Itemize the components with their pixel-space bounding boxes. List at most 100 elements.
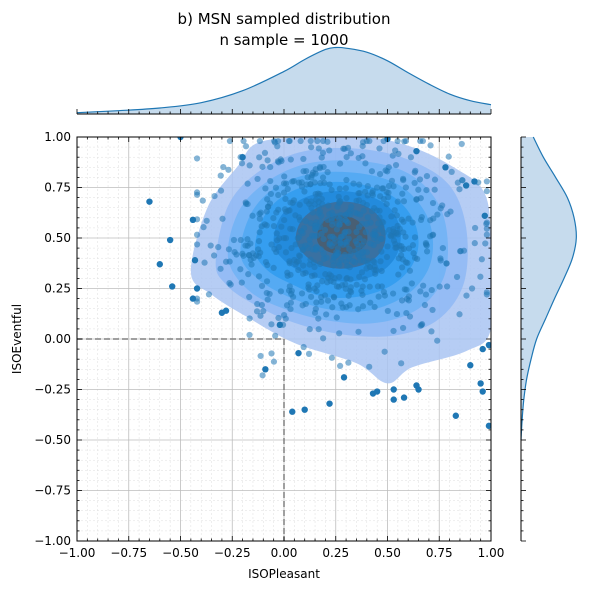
scatter-point (326, 400, 333, 407)
scatter-point (255, 273, 263, 280)
scatter-point (439, 244, 446, 252)
scatter-point (225, 246, 233, 253)
scatter-point (337, 240, 344, 247)
scatter-point (189, 216, 197, 224)
scatter-point (287, 199, 294, 206)
scatter-point (272, 332, 279, 339)
scatter-point (333, 314, 340, 321)
scatter-point (391, 207, 398, 214)
scatter-point (280, 235, 288, 242)
scatter-point (344, 274, 351, 282)
scatter-point (210, 252, 218, 259)
scatter-point (384, 243, 391, 250)
scatter-point (343, 153, 350, 161)
scatter-point (467, 362, 474, 369)
scatter-point (311, 285, 318, 292)
scatter-point (313, 299, 320, 306)
scatter-point (278, 223, 285, 230)
chart-title: b) MSN sampled distribution (178, 10, 391, 28)
scatter-point (422, 291, 430, 298)
scatter-point (268, 241, 275, 248)
scatter-point (362, 229, 369, 236)
scatter-point (363, 265, 370, 272)
scatter-point (376, 226, 383, 233)
scatter-point (350, 180, 357, 187)
scatter-point (471, 178, 478, 185)
scatter-point (485, 341, 491, 349)
scatter-point (363, 201, 370, 209)
x-tick-label: 1.00 (478, 546, 505, 560)
scatter-point (336, 185, 343, 192)
x-tick-label: 0.25 (322, 546, 349, 560)
scatter-point (308, 272, 316, 280)
scatter-point (333, 251, 340, 258)
scatter-point (330, 262, 337, 269)
scatter-point (483, 219, 490, 226)
scatter-point (217, 172, 224, 179)
scatter-point (383, 253, 391, 261)
scatter-point (367, 240, 374, 247)
scatter-point (369, 190, 376, 197)
scatter-point (239, 154, 246, 161)
scatter-point (323, 311, 330, 318)
x-marginal-kde (76, 46, 492, 115)
scatter-point (399, 324, 407, 332)
scatter-point (247, 240, 254, 247)
x-tick-label: 0.75 (426, 546, 453, 560)
x-tick-label: −0.75 (110, 546, 147, 560)
scatter-point (383, 200, 390, 208)
scatter-point (262, 366, 269, 373)
scatter-point (200, 224, 207, 231)
scatter-point (331, 239, 338, 246)
scatter-point (366, 137, 373, 145)
scatter-point (249, 212, 256, 219)
scatter-point (333, 226, 340, 233)
scatter-point (207, 242, 214, 249)
scatter-point (319, 174, 327, 181)
scatter-point (416, 176, 424, 183)
scatter-point (340, 145, 347, 152)
scatter-point (358, 269, 366, 276)
scatter-point (336, 198, 343, 205)
main-plot-area (76, 136, 492, 542)
scatter-point (427, 142, 434, 149)
scatter-point (275, 206, 282, 213)
scatter-point (434, 211, 441, 218)
scatter-point (270, 222, 278, 230)
scatter-point (478, 256, 485, 263)
scatter-point (437, 205, 444, 212)
scatter-point (283, 208, 290, 215)
scatter-point (247, 256, 254, 263)
scatter-point (378, 248, 385, 255)
scatter-point (267, 190, 275, 198)
scatter-point (333, 283, 341, 290)
scatter-point (485, 422, 491, 430)
scatter-point (308, 293, 315, 300)
scatter-point (276, 321, 284, 329)
scatter-point (306, 326, 313, 333)
scatter-point (226, 137, 234, 145)
scatter-point (308, 174, 315, 181)
scatter-point (287, 299, 294, 306)
scatter-point (306, 240, 314, 247)
scatter-point (390, 396, 397, 403)
scatter-point (331, 235, 338, 242)
scatter-point (328, 186, 335, 194)
scatter-point (329, 304, 336, 311)
scatter-point (423, 248, 431, 255)
scatter-point (420, 282, 427, 289)
scatter-point (457, 248, 464, 255)
scatter-point (395, 255, 402, 262)
scatter-point (317, 246, 325, 253)
scatter-point (428, 328, 435, 335)
scatter-point (156, 261, 163, 268)
scatter-point (301, 406, 308, 413)
x-axis-label: ISOPleasant (248, 567, 320, 581)
scatter-point (298, 290, 306, 297)
scatter-point (317, 260, 324, 268)
y-tick-label: 1.00 (44, 130, 71, 144)
main-ticks (76, 136, 492, 542)
scatter-point (344, 144, 352, 151)
scatter-point (318, 293, 325, 301)
scatter-point (270, 264, 277, 271)
